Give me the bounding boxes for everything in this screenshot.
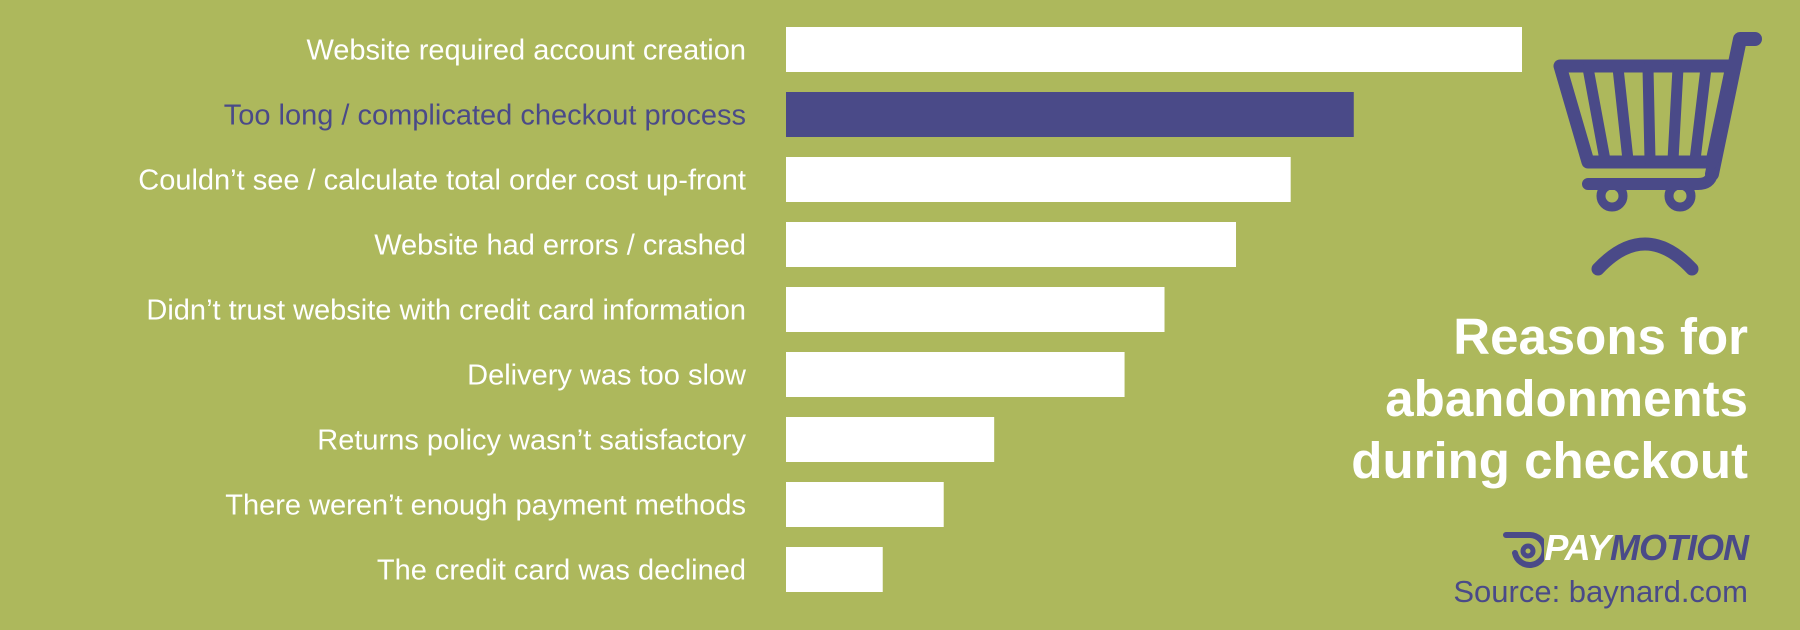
bar-label-4: Website had errors / crashed bbox=[374, 230, 746, 262]
logo-pay: PAY bbox=[1544, 527, 1611, 568]
bar-8 bbox=[786, 482, 944, 527]
bar-label-3: Couldn’t see / calculate total order cos… bbox=[138, 165, 746, 197]
bar-label-6: Delivery was too slow bbox=[467, 360, 747, 392]
bar-9 bbox=[786, 547, 883, 592]
source-note: Source: baynard.com bbox=[1453, 574, 1748, 609]
title-line-1: Reasons for bbox=[1453, 308, 1748, 365]
bar-1 bbox=[786, 27, 1522, 72]
bar-label-8: There weren’t enough payment methods bbox=[225, 490, 746, 522]
bar-label-5: Didn’t trust website with credit card in… bbox=[146, 295, 746, 327]
bar-label-9: The credit card was declined bbox=[377, 555, 746, 587]
title-line-3: during checkout bbox=[1351, 432, 1748, 489]
bar-label-1: Website required account creation bbox=[306, 35, 746, 67]
paymotion-logo: PAYMOTION bbox=[1502, 527, 1749, 569]
bar-6 bbox=[786, 352, 1125, 397]
chart-title: Reasons for abandonments during checkout bbox=[1188, 306, 1748, 492]
logo-motion: MOTION bbox=[1610, 527, 1749, 568]
bar-7 bbox=[786, 417, 995, 462]
bar-label-2: Too long / complicated checkout process bbox=[224, 100, 746, 132]
logo-wordmark: PAYMOTION bbox=[1544, 527, 1749, 569]
bar-2 bbox=[786, 92, 1354, 137]
bar-3 bbox=[786, 157, 1291, 202]
paymotion-logo-icon bbox=[1503, 532, 1545, 568]
title-line-2: abandonments bbox=[1385, 370, 1748, 427]
bar-4 bbox=[786, 222, 1237, 267]
bar-label-7: Returns policy wasn’t satisfactory bbox=[317, 425, 746, 457]
sad-shopping-cart-icon bbox=[1553, 32, 1762, 276]
bar-5 bbox=[786, 287, 1165, 332]
